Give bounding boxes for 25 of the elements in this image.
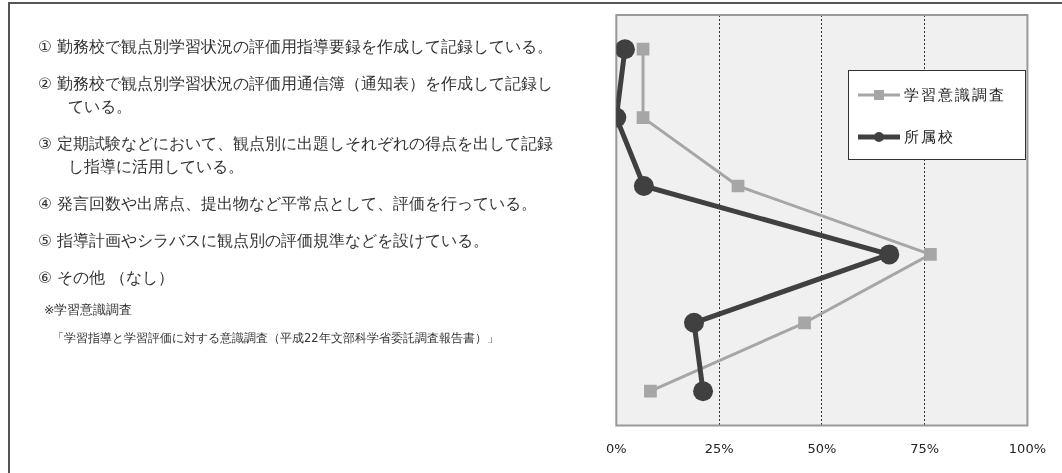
point bbox=[924, 248, 937, 261]
point bbox=[644, 384, 657, 398]
text: ③ 定期試験などにおいて、観点別に出題しそれぞれの得点を出して記録し指導に活用している。 bbox=[38, 134, 554, 178]
point bbox=[636, 42, 650, 56]
text: ④ 発言回数や出席点、提出物など平常点として、評価を行っている。 bbox=[38, 194, 538, 215]
point bbox=[684, 312, 705, 333]
text: ⑤ 指導計画やシラバスに観点別の評価規準などを設けている。 bbox=[38, 231, 490, 252]
text: ② 勤務校で観点別学習状況の評価用通信簿（通知表）を作成して記録している。 bbox=[38, 74, 554, 118]
point bbox=[636, 111, 650, 124]
point bbox=[693, 381, 714, 402]
point bbox=[798, 316, 811, 330]
text: 「学習指導と学習評価に対する意識調査（平成22年文部科学省委託調査報告書）」 bbox=[51, 331, 500, 346]
x-tick-label: 100% bbox=[1008, 440, 1046, 456]
x-tick-label: 25% bbox=[704, 440, 734, 456]
text: ※学習意識調査 bbox=[43, 302, 134, 319]
text: ⑥ その他 （なし） bbox=[38, 268, 175, 289]
x-tick-label: 75% bbox=[910, 440, 940, 456]
legend-label: 学習意識調査 bbox=[904, 85, 1006, 105]
point bbox=[633, 176, 654, 196]
x-tick-label: 50% bbox=[807, 440, 837, 456]
x-tick-label: 0% bbox=[606, 440, 627, 456]
point bbox=[616, 39, 635, 60]
legend-label: 所属校 bbox=[904, 127, 955, 147]
point bbox=[879, 244, 900, 265]
text: ① 勤務校で観点別学習状況の評価用指導要録を作成して記録している。 bbox=[38, 37, 554, 58]
